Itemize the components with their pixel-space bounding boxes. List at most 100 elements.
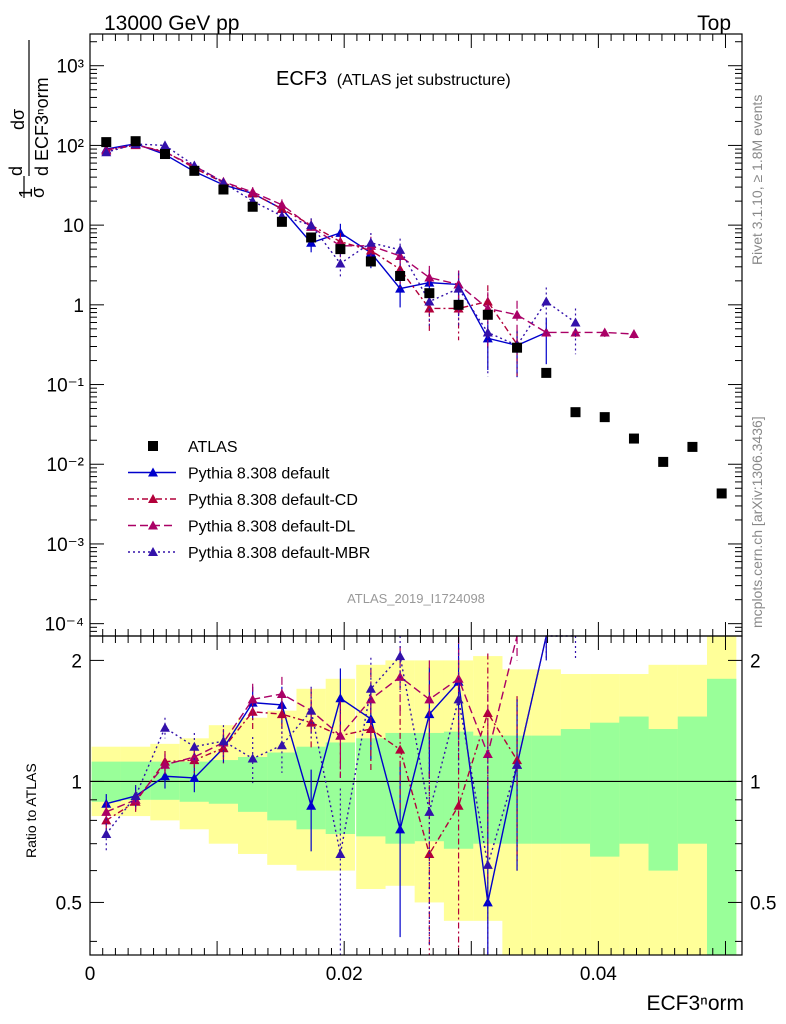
atlas-point-8 <box>335 244 346 255</box>
series-line-1 <box>106 144 518 345</box>
ratio-marker-3-4 <box>218 736 229 746</box>
ratio-ytick-label-right-1: 1 <box>750 772 761 793</box>
ratio-marker-3-11 <box>424 806 435 816</box>
ratio-marker-0-10 <box>395 824 406 834</box>
atlas-point-11 <box>424 288 435 299</box>
energy-label: 13000 GeV pp <box>104 12 239 35</box>
atlas-point-5 <box>247 201 258 212</box>
series-marker-3-11 <box>424 296 435 306</box>
main-ytick-label-2: 10⁻² <box>47 455 85 476</box>
legend-label-4: Pythia 8.308 default-MBR <box>188 545 370 562</box>
ratio-marker-3-7 <box>306 705 317 715</box>
legend: ATLAS Pythia 8.308 default Pythia 8.308 de… <box>128 439 370 562</box>
band-inner-17 <box>590 722 620 857</box>
atlas-point-2 <box>159 149 170 160</box>
series-marker-1-11 <box>424 303 435 313</box>
ratio-marker-3-13 <box>482 859 493 869</box>
xtick-label-0: 0 <box>85 964 96 985</box>
legend-marker-4 <box>148 547 158 556</box>
series-marker-3-10 <box>395 244 406 254</box>
ratio-marker-2-11 <box>424 694 435 704</box>
ratio-panel-data <box>101 635 577 955</box>
ratio-marker-2-2 <box>159 759 170 769</box>
ratio-marker-3-6 <box>276 740 287 750</box>
ratio-ytick-label-right-0: 0.5 <box>750 893 776 914</box>
ratio-marker-0-3 <box>189 772 200 782</box>
series-marker-3-13 <box>482 327 493 337</box>
ratio-marker-3-14 <box>512 759 523 769</box>
main-ytick-label-0: 10⁻⁴ <box>45 615 84 636</box>
series-marker-1-13 <box>482 296 493 306</box>
plot-title: ECF3 <box>276 68 327 90</box>
band-inner-6 <box>267 752 297 821</box>
ylabel-dsigma: dσ <box>8 109 28 130</box>
series-marker-3-2 <box>159 140 170 150</box>
legend-entry-2: Pythia 8.308 default-CD <box>128 492 358 509</box>
main-y-label: 1 σ d dσ d ECF3ⁿorm <box>6 40 52 198</box>
series-marker-0-8 <box>335 227 346 237</box>
ratio-uncertainty-bands <box>90 636 742 955</box>
ratio-marker-0-7 <box>306 800 317 810</box>
ratio-marker-3-1 <box>130 790 141 800</box>
main-ytick-label-4: 1 <box>73 296 84 317</box>
legend-marker-0 <box>148 441 158 451</box>
series-marker-2-16 <box>570 327 581 337</box>
series-marker-3-15 <box>541 296 552 306</box>
atlas-point-6 <box>276 216 287 227</box>
atlas-point-4 <box>218 184 229 195</box>
ratio-marker-3-9 <box>365 683 376 693</box>
ratio-ytick-label-left-2: 2 <box>71 651 82 672</box>
ratio-ytick-label-left-1: 1 <box>71 772 82 793</box>
legend-label-1: Pythia 8.308 default <box>188 466 330 483</box>
atlas-point-15 <box>541 367 552 378</box>
ylabel-sigma: σ <box>28 187 48 198</box>
ratio-marker-3-8 <box>335 848 346 858</box>
ratio-marker-2-0 <box>101 806 112 816</box>
ratio-marker-2-8 <box>335 730 346 740</box>
band-inner-19 <box>648 729 678 871</box>
series-marker-3-16 <box>570 317 581 327</box>
xtick-label-2: 0.04 <box>580 964 617 985</box>
legend-marker-3 <box>148 520 158 530</box>
ratio-line-0 <box>106 635 547 903</box>
band-inner-5 <box>238 757 268 812</box>
mcplots-label: mcplots.cern.ch [arXiv:1306.3436] <box>749 416 765 628</box>
legend-label-3: Pythia 8.308 default-DL <box>188 519 355 536</box>
atlas-point-21 <box>716 488 727 499</box>
ratio-marker-2-6 <box>276 688 287 698</box>
series-marker-3-9 <box>365 237 376 247</box>
rivet-label: Rivet 3.1.10, ≥ 1.8M events <box>749 95 765 265</box>
ratio-marker-3-0 <box>101 828 112 838</box>
ratio-marker-0-2 <box>159 771 170 781</box>
legend-entry-4: Pythia 8.308 default-MBR <box>128 545 370 562</box>
ratio-marker-1-12 <box>453 800 464 810</box>
legend-label-0: ATLAS <box>188 439 238 456</box>
ratio-marker-3-2 <box>159 722 170 732</box>
series-marker-2-15 <box>541 327 552 337</box>
main-panel-data <box>101 136 727 499</box>
band-inner-20 <box>677 716 708 844</box>
ratio-line-1 <box>105 711 518 856</box>
atlas-point-13 <box>482 309 493 320</box>
series-marker-3-7 <box>306 220 317 230</box>
atlas-point-17 <box>599 412 610 423</box>
legend-marker-2 <box>148 494 158 503</box>
main-ytick-label-7: 10³ <box>57 57 84 78</box>
legend-entry-3: Pythia 8.308 default-DL <box>128 519 355 536</box>
ratio-marker-3-10 <box>395 651 406 661</box>
atlas-point-14 <box>512 342 523 353</box>
atlas-point-20 <box>687 441 698 452</box>
xtick-label-1: 0.02 <box>326 964 363 985</box>
legend-label-2: Pythia 8.308 default-CD <box>188 492 358 509</box>
legend-entry-1: Pythia 8.308 default <box>128 466 330 483</box>
series-marker-0-10 <box>395 283 406 293</box>
main-ytick-label-6: 10² <box>57 136 84 157</box>
ratio-marker-1-6 <box>276 709 287 719</box>
analysis-id: ATLAS_2019_I1724098 <box>347 591 485 606</box>
atlas-point-10 <box>395 271 406 282</box>
ylabel-one: 1 <box>16 188 36 198</box>
atlas-point-19 <box>658 456 669 467</box>
ratio-marker-2-5 <box>247 694 258 704</box>
ratio-ytick-label-left-0: 0.5 <box>56 893 82 914</box>
